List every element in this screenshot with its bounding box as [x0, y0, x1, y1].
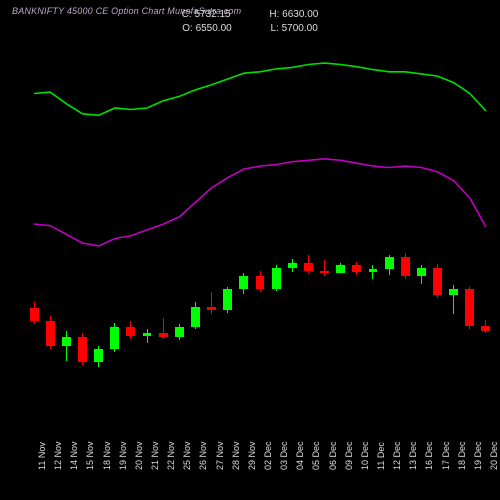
candle-wick: [372, 265, 373, 280]
candle-down: [78, 337, 87, 362]
candle-down: [30, 308, 39, 321]
candle-up: [417, 268, 426, 277]
x-axis-tick-label: 10 Dec: [360, 441, 370, 470]
x-axis-tick-label: 16 Dec: [424, 441, 434, 470]
candle-down: [159, 333, 168, 337]
x-axis-tick-label: 26 Nov: [198, 441, 208, 470]
candle-up: [175, 327, 184, 337]
x-axis-tick-label: 02 Dec: [263, 441, 273, 470]
candle-down: [465, 289, 474, 325]
indicator-lines: [0, 0, 500, 500]
x-axis-tick-label: 14 Nov: [69, 441, 79, 470]
candle-up: [223, 289, 232, 310]
x-axis-tick-label: 20 Dec: [489, 441, 499, 470]
x-axis-tick-label: 13 Dec: [408, 441, 418, 470]
x-axis-tick-label: 06 Dec: [328, 441, 338, 470]
candle-down: [433, 268, 442, 296]
x-axis-tick-label: 05 Dec: [311, 441, 321, 470]
x-axis-tick-label: 15 Nov: [85, 441, 95, 470]
candle-up: [191, 307, 200, 327]
candle-up: [449, 289, 458, 295]
candle-wick: [324, 260, 325, 276]
x-axis-tick-label: 17 Dec: [441, 441, 451, 470]
candle-up: [62, 337, 71, 346]
candle-up: [336, 265, 345, 274]
x-axis-tick-label: 19 Nov: [118, 441, 128, 470]
candle-down: [401, 257, 410, 276]
x-axis-tick-label: 09 Dec: [344, 441, 354, 470]
x-axis-tick-label: 29 Nov: [247, 441, 257, 470]
candle-down: [352, 265, 361, 272]
candle-up: [94, 349, 103, 362]
x-axis-tick-label: 25 Nov: [182, 441, 192, 470]
candle-down: [46, 321, 55, 346]
candle-down: [256, 276, 265, 289]
candle-down: [320, 271, 329, 273]
candle-up: [143, 333, 152, 336]
x-axis-tick-label: 12 Dec: [392, 441, 402, 470]
x-axis-tick-label: 04 Dec: [295, 441, 305, 470]
x-axis-tick-label: 11 Dec: [376, 442, 386, 470]
x-axis-tick-label: 11 Nov: [37, 442, 47, 470]
upper-indicator-line: [34, 63, 486, 115]
x-axis-tick-label: 28 Nov: [231, 441, 241, 470]
x-axis-tick-label: 18 Nov: [102, 441, 112, 470]
x-axis-tick-label: 19 Dec: [473, 441, 483, 470]
candle-up: [239, 276, 248, 289]
candle-wick: [211, 292, 212, 314]
candle-up: [369, 269, 378, 272]
candle-wick: [66, 331, 67, 360]
candle-down: [207, 307, 216, 311]
x-axis-tick-label: 22 Nov: [166, 441, 176, 470]
candle-wick: [147, 329, 148, 344]
x-axis-tick-label: 12 Nov: [53, 441, 63, 470]
x-axis-tick-label: 18 Dec: [457, 441, 467, 470]
x-axis-tick-label: 27 Nov: [215, 441, 225, 470]
candle-down: [481, 326, 490, 331]
x-axis-tick-label: 03 Dec: [279, 441, 289, 470]
x-axis-tick-label: 21 Nov: [150, 441, 160, 470]
candle-down: [126, 327, 135, 336]
x-axis-tick-label: 20 Nov: [134, 441, 144, 470]
candle-up: [385, 257, 394, 269]
lower-indicator-line: [34, 159, 486, 246]
candle-up: [272, 268, 281, 290]
candle-down: [304, 263, 313, 271]
candle-up: [288, 263, 297, 267]
candle-up: [110, 327, 119, 349]
